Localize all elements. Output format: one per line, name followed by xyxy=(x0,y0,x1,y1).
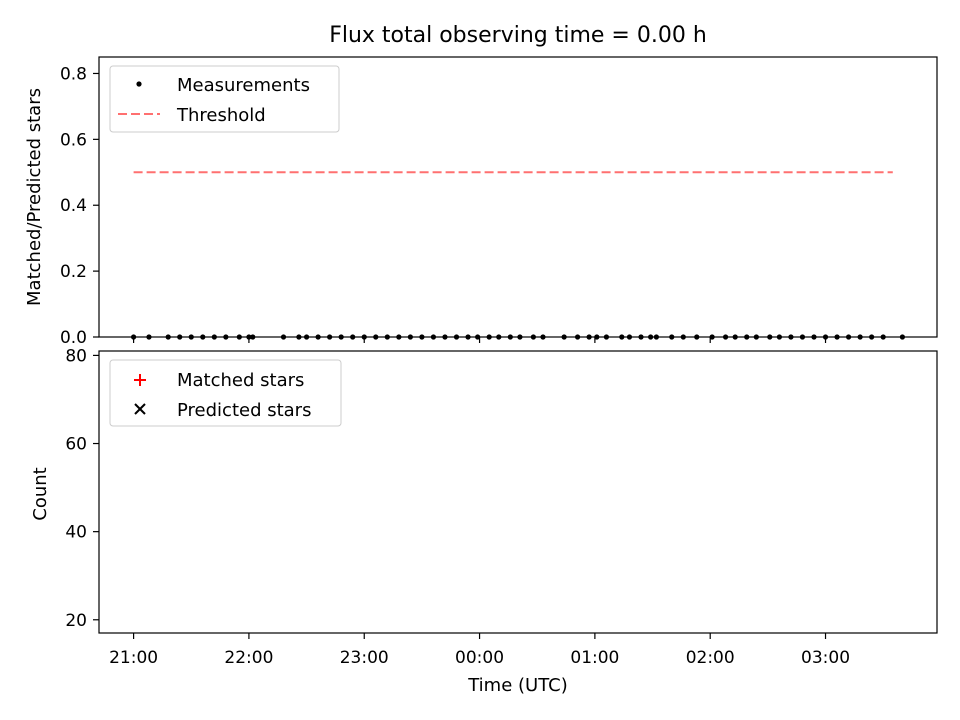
x-tick-label: 23:00 xyxy=(340,648,389,668)
legend-marker-matched xyxy=(134,374,146,386)
x-tick-label: 21:00 xyxy=(109,648,158,668)
top-y-tick-label: 0.0 xyxy=(60,328,87,348)
legend-label-measurements: Measurements xyxy=(177,75,310,96)
x-tick-label: 00:00 xyxy=(455,648,504,668)
x-tick-label: 22:00 xyxy=(224,648,273,668)
bottom-y-tick-label: 40 xyxy=(65,523,87,543)
chart-title: Flux total observing time = 0.00 h xyxy=(329,23,707,48)
top-y-tick-label: 0.6 xyxy=(60,130,87,150)
x-axis-label: Time (UTC) xyxy=(467,675,568,696)
top-legend-box xyxy=(109,65,340,133)
top-y-tick-label: 0.4 xyxy=(60,196,87,216)
top-y-tick-label: 0.8 xyxy=(60,64,87,84)
top-y-axis-label: Matched/Predicted stars xyxy=(24,88,45,306)
x-tick-label: 02:00 xyxy=(686,648,735,668)
legend-marker-predicted xyxy=(134,403,146,415)
bottom-y-axis: 20 40 60 80 xyxy=(65,346,99,631)
top-legend: Measurements Threshold xyxy=(109,65,340,133)
bottom-y-axis-label: Count xyxy=(30,467,51,520)
top-y-tick-label: 0.2 xyxy=(60,262,87,282)
bottom-y-tick-label: 80 xyxy=(65,346,87,366)
legend-marker-measurements xyxy=(136,81,142,87)
top-x-ticks xyxy=(132,337,827,343)
x-tick-label: 01:00 xyxy=(570,648,619,668)
bottom-y-tick-label: 60 xyxy=(65,435,87,455)
top-plot-frame xyxy=(98,56,938,338)
top-y-axis: 0.0 0.2 0.4 0.6 0.8 xyxy=(60,64,99,348)
bottom-x-axis: 21:00 22:00 23:00 00:00 01:00 02:00 03:00 xyxy=(109,633,850,668)
legend-label-predicted: Predicted stars xyxy=(177,400,311,421)
x-tick-label: 03:00 xyxy=(801,648,850,668)
bottom-plot-frame xyxy=(98,350,938,634)
legend-label-threshold: Threshold xyxy=(176,105,266,126)
bottom-y-tick-label: 20 xyxy=(65,611,87,631)
legend-label-matched: Matched stars xyxy=(177,370,304,391)
top-panel: 0.00.20.40.60.8 Matched/Predicted stars … xyxy=(24,56,938,348)
bottom-panel: 20 40 60 80 21:00 22:00 23:00 00:00 01:00 02:00 0… xyxy=(30,346,938,696)
bottom-legend-box xyxy=(109,359,342,427)
bottom-legend: Matched stars Predicted stars xyxy=(109,359,342,427)
